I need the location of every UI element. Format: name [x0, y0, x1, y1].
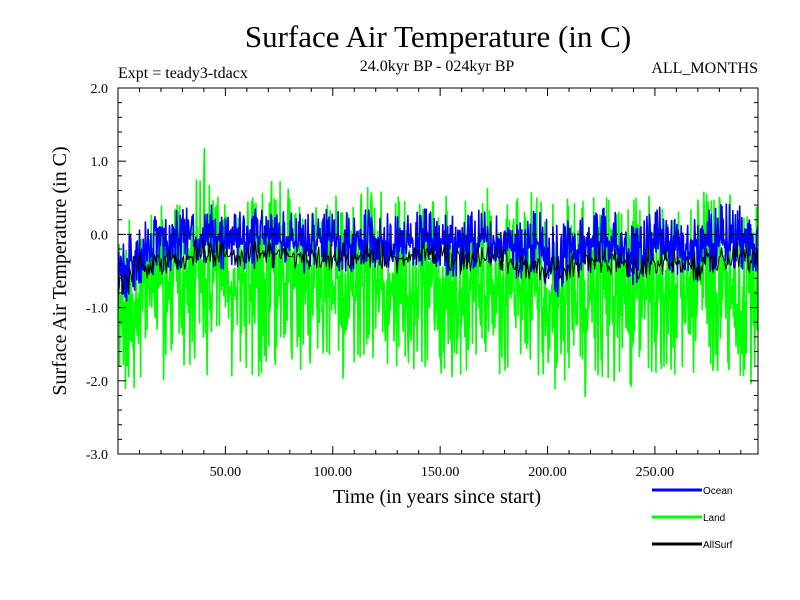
- legend-label-land: Land: [703, 513, 725, 524]
- x-tick-label: 200.00: [528, 465, 567, 480]
- months-label: ALL_MONTHS: [651, 60, 758, 77]
- legend-label-allsurf: AllSurf: [703, 540, 733, 551]
- legend-label-ocean: Ocean: [703, 486, 732, 497]
- y-axis-label: Surface Air Temperature (in C): [49, 146, 71, 395]
- series-line-ocean: [118, 203, 758, 309]
- y-tick-label: -1.0: [86, 302, 108, 317]
- axis-layer: -3.0 -2.0 -1.0 0.0 1.0 2.0 50.00 100.00 150.00 20…: [86, 82, 759, 480]
- y-tick-label: 0.0: [91, 228, 109, 243]
- x-tick-label: 50.00: [210, 465, 242, 480]
- series-line-allsurf: [118, 238, 758, 295]
- x-tick-label: 100.00: [314, 465, 353, 480]
- legend: Ocean Land AllSurf: [652, 486, 733, 551]
- y-tick-label: 1.0: [91, 155, 109, 170]
- y-tick-label: -2.0: [86, 375, 108, 390]
- period-label: 24.0kyr BP - 024kyr BP: [360, 58, 515, 75]
- experiment-label: Expt = teady3-tdacx: [118, 65, 248, 82]
- x-axis-label: Time (in years since start): [333, 486, 541, 508]
- series-layer: [118, 147, 758, 398]
- y-tick-label: 2.0: [91, 82, 109, 97]
- x-tick-label: 250.00: [636, 465, 675, 480]
- series-line-land: [118, 147, 758, 398]
- x-tick-label: 150.00: [421, 465, 460, 480]
- plot-frame: [117, 87, 759, 455]
- chart-title: Surface Air Temperature (in C): [245, 19, 631, 54]
- y-tick-label: -3.0: [86, 448, 108, 463]
